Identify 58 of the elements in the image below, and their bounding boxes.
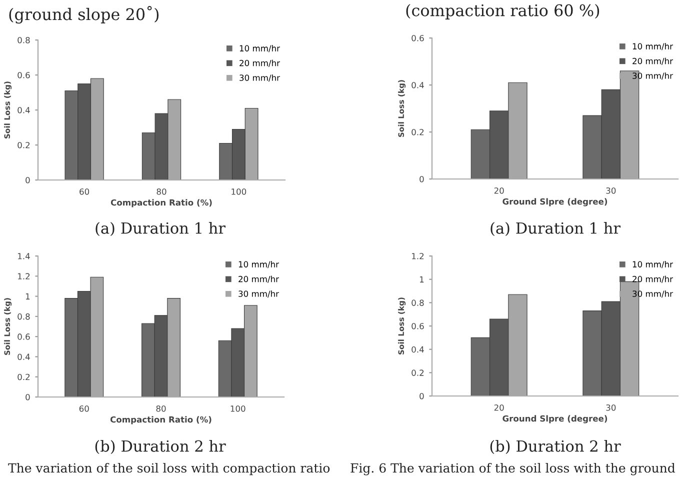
y-tick-label: 0.8 <box>18 36 30 44</box>
legend-label: 30 mm/hr <box>238 290 279 298</box>
y-tick-label: 0.4 <box>18 354 30 360</box>
x-axis-title: Ground Slpre (degree) <box>502 415 608 424</box>
x-tick-label: 30 <box>606 187 616 194</box>
caption: Fig. 6 The variation of the soil loss with the ground <box>350 463 676 476</box>
legend-label: 10 mm/hr <box>632 43 673 50</box>
text: (a) Duration 1 hr <box>490 222 621 236</box>
text: (ground slope 20˚) <box>9 6 159 24</box>
x-tick-label: 20 <box>494 187 504 194</box>
legend-label: 20 mm/hr <box>240 60 280 67</box>
legend-label: 20 mm/hr <box>238 276 279 283</box>
x-tick-label: 30 <box>606 404 616 411</box>
y-tick-label: 0.6 <box>412 34 424 42</box>
y-tick-label: 0.4 <box>412 346 424 353</box>
legend-label: 20 mm/hr <box>632 58 673 65</box>
x-tick-label: 60 <box>79 405 89 412</box>
text: (compaction ratio 60 %) <box>406 4 600 20</box>
legend-label: 10 mm/hr <box>632 261 673 268</box>
y-tick-label: 0.2 <box>18 142 30 148</box>
y-tick-label: 0 <box>420 176 424 182</box>
y-tick-label: 1.2 <box>18 273 30 280</box>
legend-label: 10 mm/hr <box>238 261 279 268</box>
x-axis-title: Compaction Ratio (%) <box>110 416 212 424</box>
y-tick-label: 1.4 <box>18 253 30 260</box>
legend-label: 30 mm/hr <box>632 72 673 80</box>
x-axis-title: Ground Slpre (degree) <box>502 198 608 206</box>
y-tick-label: 0 <box>26 176 30 184</box>
y-tick-label: 0.2 <box>18 374 30 380</box>
legend-label: 10 mm/hr <box>240 45 280 52</box>
x-tick-label: 100 <box>232 188 246 195</box>
text: (b) Duration 2 hr <box>490 440 621 454</box>
y-tick-label: 0.2 <box>412 128 424 136</box>
x-tick-label: 20 <box>494 404 504 411</box>
y-tick-label: 1.2 <box>412 252 424 260</box>
x-tick-label: 100 <box>230 405 246 412</box>
text: The variation of the soil loss with compaction ratio <box>8 463 330 476</box>
y-tick-label: 0.8 <box>18 313 30 320</box>
legend-label: 30 mm/hr <box>632 290 673 298</box>
x-axis-title: Compaction Ratio (%) <box>110 199 212 208</box>
y-tick-label: 0.4 <box>412 82 424 88</box>
x-tick-label: 80 <box>156 405 166 412</box>
legend-label: 20 mm/hr <box>632 276 673 283</box>
x-tick-label: 60 <box>80 188 90 195</box>
y-tick-label: 0.2 <box>412 370 424 376</box>
x-tick-label: 80 <box>156 188 166 195</box>
y-tick-label: 0 <box>26 394 30 400</box>
text: (b) Duration 2 hr <box>95 440 226 454</box>
y-tick-label: 0.6 <box>18 334 30 340</box>
y-tick-label: 0.4 <box>18 106 30 114</box>
text: (a) Duration 1 hr <box>96 222 226 236</box>
y-tick-label: 0.6 <box>412 322 424 330</box>
y-tick-label: 0 <box>420 392 424 400</box>
legend-label: 30 mm/hr <box>240 74 280 82</box>
y-tick-label: 0.8 <box>412 300 424 306</box>
y-tick-label: 1 <box>420 276 424 282</box>
y-tick-label: 1 <box>26 293 30 300</box>
y-tick-label: 0.6 <box>18 72 30 78</box>
